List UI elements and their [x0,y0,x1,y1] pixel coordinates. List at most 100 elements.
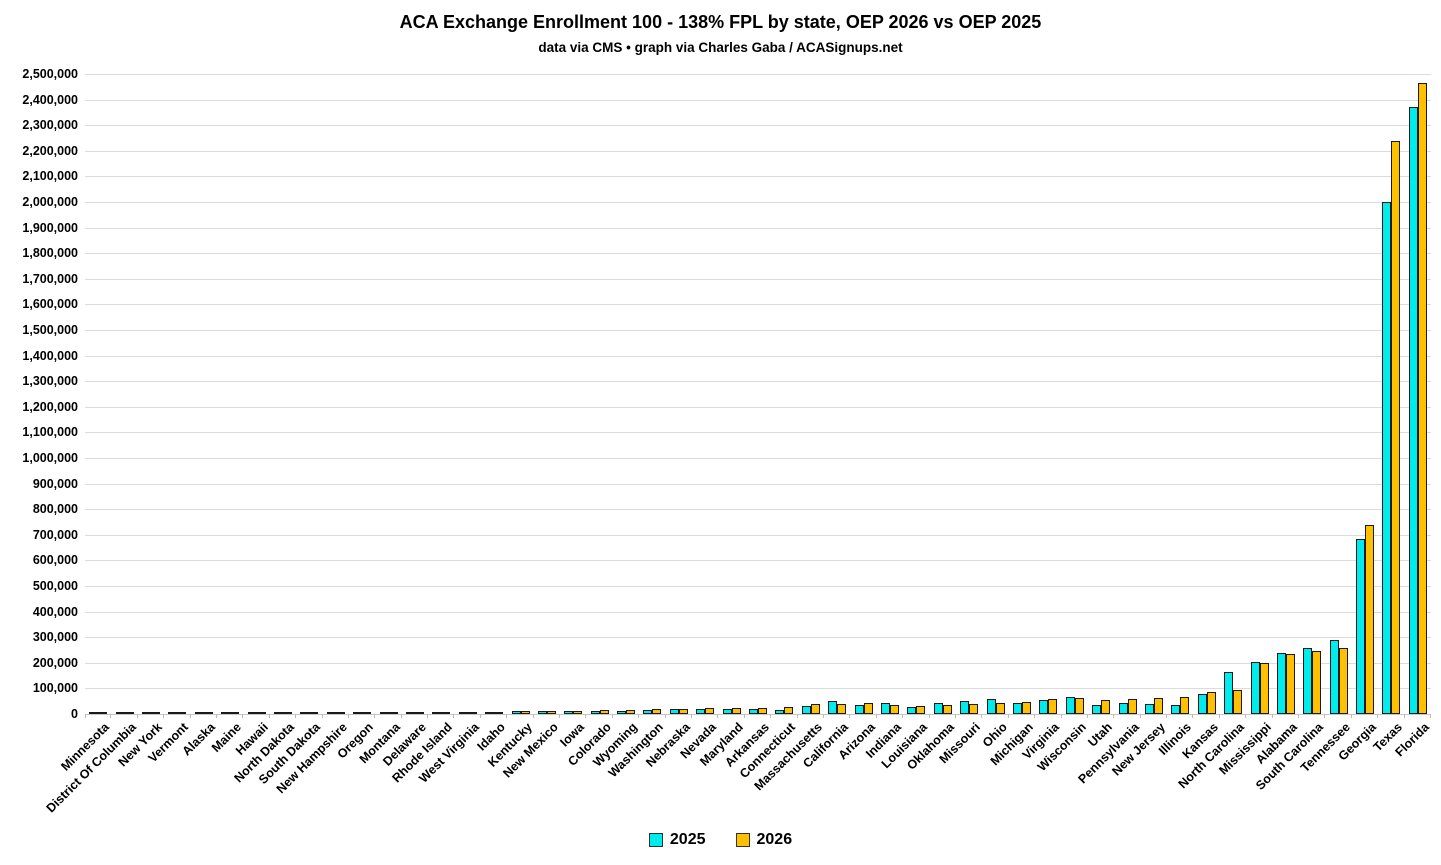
bar-2025-delaware [405,712,415,714]
legend: 2025 2026 [0,831,1441,849]
x-tick-mark [585,714,587,718]
x-axis-labels: Minnesota District Of Columbia New York Ver… [43,720,1441,832]
bar-2026-georgia [1365,525,1374,714]
gridline [85,99,1431,101]
chart-subtitle: data via CMS • graph via Charles Gaba / … [538,40,903,55]
bar-2025-michigan [1012,703,1022,714]
bar-2025-ohio [986,699,996,714]
x-tick-mark [453,714,455,718]
gridline [85,125,1431,127]
x-tick-mark [822,714,824,718]
bar-2025-florida [1408,107,1418,714]
gridline [85,355,1431,357]
x-tick-mark [1166,714,1168,718]
plot-area [85,74,1431,718]
bar-2026-delaware [414,712,424,714]
x-tick-mark [796,714,798,718]
gridline [85,304,1431,306]
bar-2025-oregon [353,712,363,714]
bar-2026-kansas [1206,692,1216,714]
gridline [85,227,1431,229]
x-tick-mark [532,714,534,718]
x-tick-mark [559,714,561,718]
bar-2025-alaska [194,712,204,714]
x-tick-mark [1007,714,1009,718]
bar-2026-wisconsin [1074,698,1084,714]
y-tick-label: 1,500,000 [22,323,78,337]
bar-2025-massachusetts [801,706,811,714]
x-tick-mark [664,714,666,718]
bar-2025-colorado [590,711,600,714]
x-tick-mark [268,714,270,718]
legend-label-2026: 2026 [756,831,793,848]
bar-2026-nebraska [678,709,688,714]
y-tick-label: 100,000 [32,681,78,696]
x-tick-mark [295,714,297,718]
bar-2025-california [828,701,838,714]
x-tick-mark [242,714,244,718]
x-tick-mark [1377,714,1379,718]
bar-2025-nebraska [669,709,679,714]
bar-2026-arizona [863,703,873,714]
bar-2026-alabama [1285,654,1295,714]
bar-2026-new-hampshire [335,712,345,714]
y-tick-label: 1,300,000 [22,374,78,389]
y-tick-label: 400,000 [32,604,78,619]
y-tick-label: 0 [71,707,78,721]
bar-2025-new-hampshire [326,712,336,714]
bar-2025-idaho [485,712,495,714]
bar-2026-connecticut [784,707,794,714]
gridline [85,509,1431,511]
y-tick-label: 600,000 [32,553,78,568]
x-tick-mark [506,714,508,718]
x-tick-mark [1245,714,1247,718]
bar-2026-mississippi [1259,663,1269,714]
y-tick-label: 1,200,000 [22,399,78,414]
gridline [85,637,1431,639]
x-tick-mark [928,714,930,718]
gridline [85,714,1431,715]
bar-2026-indiana [890,705,899,714]
x-tick-mark [321,714,323,718]
x-tick-mark [347,714,349,718]
bar-2025-texas [1382,202,1392,714]
bar-2025-oklahoma [933,703,943,714]
y-tick-label: 1,700,000 [22,271,78,286]
bar-2025-west-virginia [458,712,468,714]
bar-2026-new-mexico [546,711,556,714]
chart-title: ACA Exchange Enrollment 100 - 138% FPL b… [399,12,1042,32]
bar-2025-new-york [142,712,151,714]
y-tick-label: 800,000 [32,502,78,517]
x-tick-mark [981,714,983,718]
bar-2025-washington [643,710,653,714]
bar-2025-missouri [960,701,970,714]
bar-2026-minnesota [98,712,108,714]
bar-2026-south-carolina [1312,651,1322,714]
y-tick-label: 500,000 [32,579,78,593]
gridline [85,176,1431,178]
bar-2026-alaska [203,712,213,714]
bar-2025-connecticut [775,710,785,714]
bar-2026-north-dakota [282,712,292,714]
bar-2026-louisiana [916,706,926,714]
x-tick-mark [400,714,402,718]
legend-swatch-2026 [735,833,750,847]
y-tick-label: 300,000 [32,630,78,645]
bar-2025-wisconsin [1065,697,1075,714]
x-tick-mark [427,714,429,718]
y-tick-label: 1,900,000 [22,220,78,235]
x-tick-mark [638,714,640,718]
bar-2025-indiana [881,703,890,714]
bar-2026-maryland [731,708,741,714]
x-tick-mark [691,714,693,718]
x-tick-mark [1218,714,1220,718]
bar-2025-maryland [722,709,732,714]
legend-item-2026: 2026 [735,831,793,849]
bar-2025-north-carolina [1224,672,1234,714]
bar-2025-new-mexico [537,711,547,714]
bar-2026-illinois [1180,697,1190,714]
bar-2025-wyoming [617,711,626,714]
y-axis: 0 100,000 200,000 300,000 400,000 500,000 600,… [0,67,80,724]
bar-2025-kansas [1197,694,1207,714]
bar-2025-kentucky [511,711,521,714]
